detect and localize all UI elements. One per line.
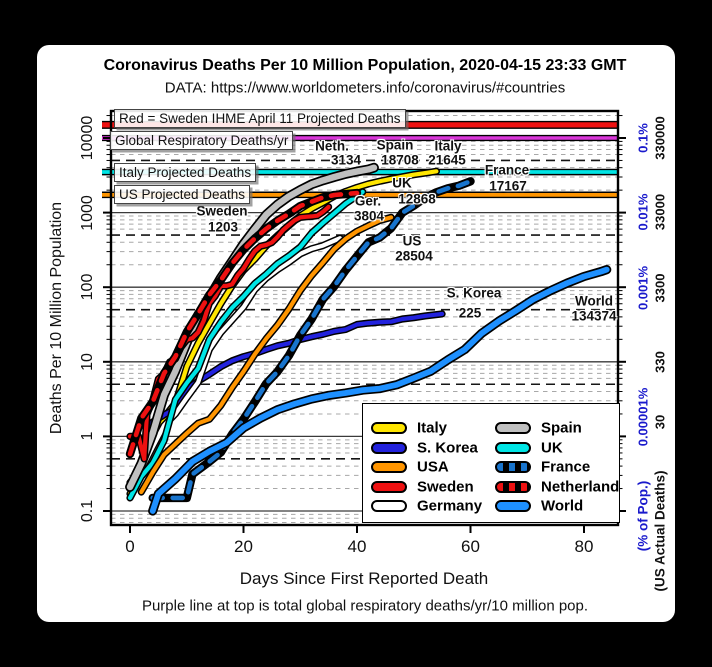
x-tick-label-40: 40 [347,537,367,556]
series-world [149,266,610,514]
series-usa [139,215,394,495]
legend-label-usa: USA [417,458,449,476]
annotation-uk-value: 12868 [398,191,436,207]
legend-swatch-sweden [371,480,407,493]
label-box-global-respiratory-deaths: Global Respiratory Deaths/yr [110,131,294,150]
y-tick-label-10000: 10000 [79,115,96,161]
annotation-world-label: World [575,293,613,309]
annotation-sweden-label: Sweden [196,203,248,219]
annotation-us-label: US [402,233,422,249]
series-germany [127,236,343,485]
legend-label-spain: Spain [541,419,582,437]
chart-title: Coronavirus Deaths Per 10 Million Popula… [103,57,627,74]
right-pct-tick-0.00001%: 0.00001% [635,387,651,447]
legend-swatch-world [495,500,531,512]
annotation-uk-label: UK [392,175,412,191]
legend-swatch-spain [495,422,531,434]
right-count-tick-30: 30 [652,414,668,430]
y-tick-label-1000: 1000 [79,194,96,231]
y-tick-label-0.1: 0.1 [79,499,96,523]
right-axis-title-pct: (% of Pop.) [635,480,651,552]
series-spain [126,164,378,491]
legend-swatch-netherlands [495,480,531,493]
annotation-france-value: 17167 [489,178,527,194]
chart-caption: Purple line at top is total global respi… [141,597,589,615]
label-box-sweden-ihme-projected: Red = Sweden IHME April 11 Projected Dea… [114,109,406,128]
legend-label-netherlands: Netherlands [541,478,620,495]
annotation-netherlands-value: 3134 [330,152,362,168]
legend-label-sweden: Sweden [417,478,474,495]
x-tick-label-0: 0 [125,537,135,556]
right-count-tick-330: 330 [652,351,668,373]
legend-swatch-uk [495,441,531,454]
series-s-korea [127,311,445,491]
right-pct-tick-0.1%: 0.1% [635,123,651,153]
right-count-tick-3300: 3300 [652,273,668,303]
label-box-italy-projected-deaths: Italy Projected Deaths [114,163,257,182]
label-box-us-projected-deaths: US Projected Deaths [114,185,251,204]
annotation-skorea-value: 225 [458,305,482,321]
annotation-italy-label: Italy [434,138,462,154]
right-axis-title-deaths: (US Actual Deaths) [652,470,668,592]
legend: Italy S. Korea USA Sweden Germany Spain UK Fran… [362,403,620,523]
legend-label-italy: Italy [417,419,448,437]
annotation-germany-value: 3804 [353,208,385,224]
right-count-tick-330000: 330000 [652,116,668,160]
legend-label-uk: UK [541,439,563,456]
legend-label-world: World [541,497,584,515]
axis-ticks [103,115,626,533]
right-pct-tick-0.001%: 0.001% [635,265,651,311]
x-tick-label-20: 20 [234,537,253,556]
chart-subtitle: DATA: https://www.worldometers.info/coro… [164,79,566,97]
annotation-world-value: 134374 [571,308,617,324]
annotation-netherlands-label: Neth. [315,138,349,154]
legend-swatch-s-korea [371,441,407,454]
y-axis-title: Deaths Per 10 Million Population [48,201,65,435]
right-count-tick-33000: 33000 [652,193,668,231]
x-tick-label-60: 60 [461,537,480,556]
legend-label-france: France [541,458,591,476]
annotation-france-label: France [484,162,530,178]
series-netherlands [127,190,360,457]
legend-swatch-germany [371,500,407,512]
y-tick-label-1: 1 [79,431,96,441]
y-tick-label-10: 10 [79,352,96,371]
annotation-italy-value: 21645 [428,152,466,168]
annotation-us-value: 28504 [395,248,433,264]
annotation-spain-label: Spain [376,137,414,153]
x-axis-title: Days Since First Reported Death [239,569,489,588]
x-tick-label-80: 80 [574,537,594,556]
annotation-germany-label: Ger. [354,193,382,209]
series-lines [125,162,612,516]
legend-swatch-usa [371,461,407,473]
annotation-sweden-value: 1203 [207,219,239,235]
annotation-spain-value: 18708 [381,152,419,168]
annotation-skorea-label: S. Korea [446,285,502,301]
legend-label-germany: Germany [417,497,483,515]
series-uk [127,189,365,500]
legend-swatch-italy [371,422,407,434]
y-tick-label-100: 100 [79,273,96,301]
legend-label-s-korea: S. Korea [417,439,478,456]
right-pct-tick-0.01%: 0.01% [635,193,651,231]
legend-swatch-france [495,461,531,473]
